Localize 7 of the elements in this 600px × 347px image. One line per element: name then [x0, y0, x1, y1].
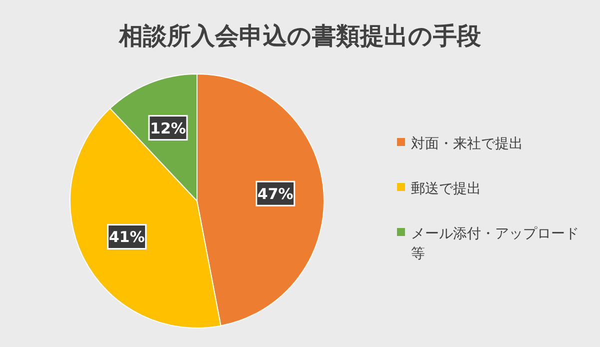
- legend-label: 対面・来社で提出: [411, 136, 523, 152]
- legend-label: 郵送で提出: [411, 181, 481, 197]
- data-label: 12%: [150, 119, 186, 138]
- data-label: 41%: [108, 228, 145, 246]
- data-label: 47%: [257, 185, 294, 204]
- legend-label: メール添付・アップロード等: [411, 226, 579, 262]
- chart-title: 相談所入会申込の書類提出の手段: [118, 22, 482, 50]
